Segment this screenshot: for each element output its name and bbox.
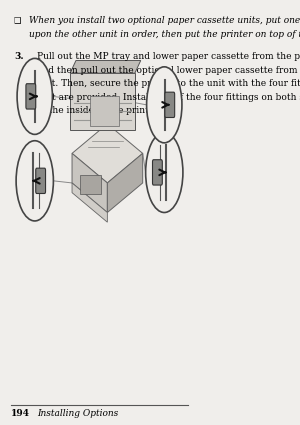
Circle shape: [146, 132, 183, 212]
Polygon shape: [72, 153, 107, 212]
Text: unit. Then, secure the printer to the unit with the four fittings: unit. Then, secure the printer to the un…: [37, 79, 300, 88]
Text: Installing Options: Installing Options: [37, 409, 118, 418]
Polygon shape: [70, 60, 141, 73]
Polygon shape: [72, 183, 107, 222]
Text: Pull out the MP tray and lower paper cassette from the printer,: Pull out the MP tray and lower paper cas…: [37, 52, 300, 61]
Text: that are provided. Install two of the four fittings on both sides: that are provided. Install two of the fo…: [37, 93, 300, 102]
Text: 3.: 3.: [14, 52, 24, 61]
Circle shape: [16, 141, 53, 221]
Text: and then pull out the optional lower paper cassette from the: and then pull out the optional lower pap…: [37, 65, 300, 74]
Text: When you install two optional paper cassette units, put one unit: When you install two optional paper cass…: [29, 16, 300, 25]
Circle shape: [147, 67, 182, 143]
Polygon shape: [80, 175, 101, 193]
FancyBboxPatch shape: [152, 160, 162, 185]
Circle shape: [17, 58, 52, 134]
Text: of the inside of the printer.: of the inside of the printer.: [37, 106, 160, 115]
Polygon shape: [107, 153, 143, 212]
Text: 194: 194: [11, 409, 30, 418]
Polygon shape: [72, 124, 143, 183]
FancyBboxPatch shape: [165, 92, 175, 117]
Polygon shape: [90, 96, 119, 126]
Polygon shape: [70, 73, 135, 130]
FancyBboxPatch shape: [26, 84, 36, 109]
Text: ❑: ❑: [13, 16, 21, 25]
FancyBboxPatch shape: [36, 168, 46, 193]
Text: upon the other unit in order, then put the printer on top of them.: upon the other unit in order, then put t…: [29, 30, 300, 39]
